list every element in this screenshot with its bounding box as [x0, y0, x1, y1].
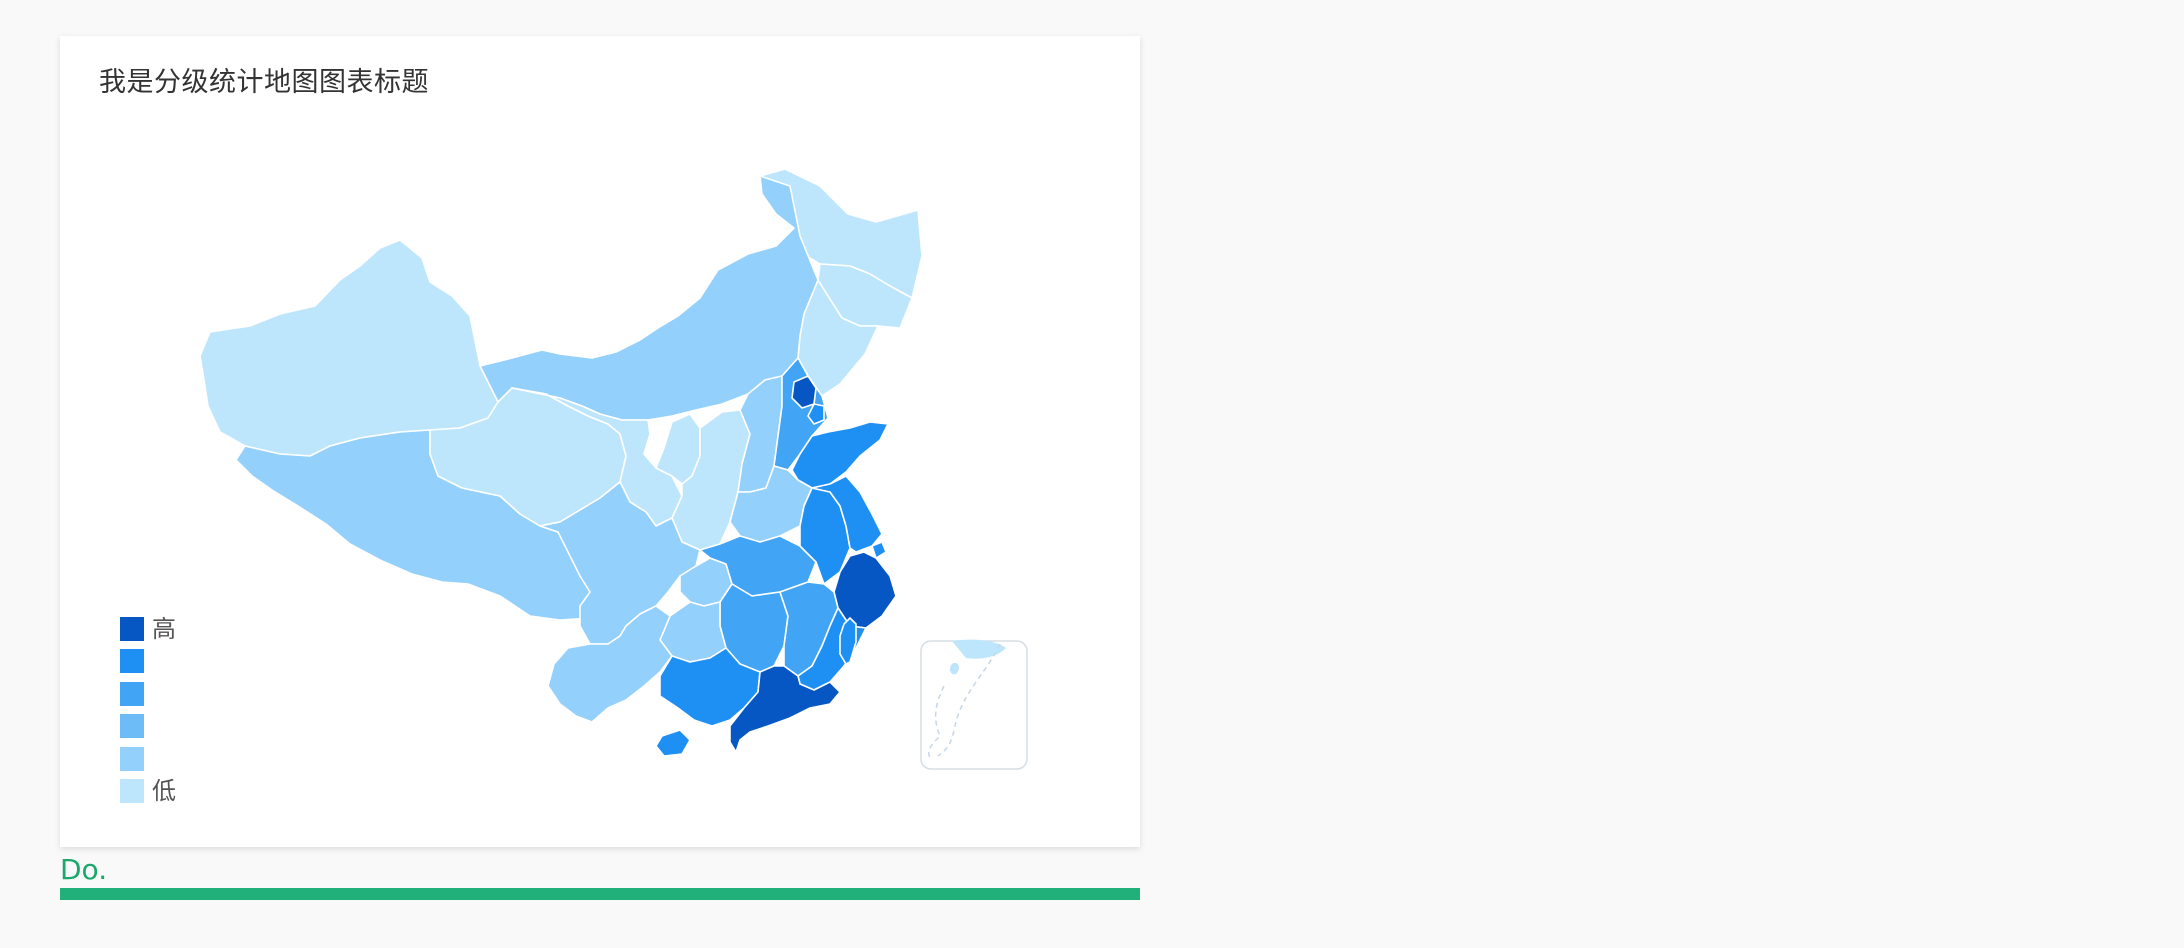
region-Hubei[interactable]	[699, 535, 817, 597]
region-Inner-Mongolia[interactable]	[479, 175, 819, 421]
region-Guangdong[interactable]	[729, 665, 841, 753]
legend-swatch	[120, 778, 144, 803]
legend-swatch	[120, 617, 144, 641]
caption-text: Do.	[60, 853, 108, 886]
china-map	[199, 168, 1028, 770]
progress-bar	[60, 888, 1140, 900]
south-china-sea-inset	[920, 639, 1028, 770]
legend-swatch	[120, 681, 144, 706]
legend-swatch	[120, 714, 144, 739]
legend-low-label: 低	[152, 776, 176, 805]
chart-title: 我是分级统计地图图表标题	[99, 67, 429, 98]
region-Tianjin[interactable]	[807, 403, 825, 425]
region-Xinjiang[interactable]	[199, 239, 499, 457]
region-Shanghai[interactable]	[871, 541, 887, 559]
chart-card: 我是分级统计地图图表标题	[60, 36, 1140, 847]
region-Yunnan[interactable]	[547, 605, 673, 723]
legend-high-label: 高	[152, 615, 176, 643]
legend-swatch	[120, 746, 144, 771]
region-Taiwan[interactable]	[839, 617, 857, 665]
legend-swatch	[120, 649, 144, 674]
region-Hainan[interactable]	[655, 729, 691, 757]
